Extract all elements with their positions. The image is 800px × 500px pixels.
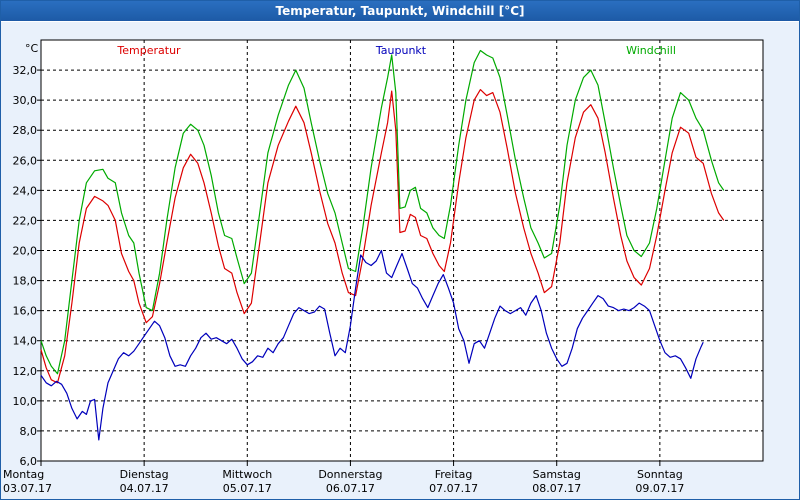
- y-tick-label: 30,0: [13, 94, 38, 107]
- x-tick-day: Samstag: [533, 468, 581, 481]
- x-tick-day: Donnerstag: [318, 468, 382, 481]
- legend-windchill: Windchill: [626, 44, 676, 57]
- chart-svg: 6,0 8,0 10,0 12,0 14,0 16,0 18,0 20,0 22,0 24,0 26…: [3, 39, 764, 495]
- x-tick-date: 08.07.17: [532, 482, 581, 495]
- y-tick-label: 26,0: [13, 154, 38, 167]
- window-title: Temperatur, Taupunkt, Windchill [°C]: [1, 1, 799, 21]
- legend-temperatur: Temperatur: [116, 44, 181, 57]
- series-line-windchill: [40, 49, 725, 375]
- chart-area: 6,0 8,0 10,0 12,0 14,0 16,0 18,0 20,0 22,0 24,0 26…: [1, 22, 799, 499]
- x-tick-date: 05.07.17: [223, 482, 272, 495]
- y-axis-unit: °C: [25, 42, 39, 55]
- y-tick-label: 14,0: [13, 335, 38, 348]
- x-tick-date: 09.07.17: [635, 482, 684, 495]
- y-tick-label: 20,0: [13, 245, 38, 258]
- y-tick-label: 24,0: [13, 184, 38, 197]
- y-tick-label: 8,0: [20, 425, 38, 438]
- legend-taupunkt: Taupunkt: [375, 44, 427, 57]
- x-tick-day: Montag: [3, 468, 44, 481]
- x-tick-day: Freitag: [435, 468, 473, 481]
- x-tick-date: 03.07.17: [3, 482, 52, 495]
- x-tick-day: Sonntag: [637, 468, 683, 481]
- y-tick-label: 22,0: [13, 214, 38, 227]
- y-tick-label: 18,0: [13, 275, 38, 288]
- y-tick-label: 32,0: [13, 64, 38, 77]
- y-tick-label: 16,0: [13, 305, 38, 318]
- series-line-taupunkt: [40, 249, 704, 441]
- y-tick-label: 12,0: [13, 365, 38, 378]
- x-tick-date: 07.07.17: [429, 482, 478, 495]
- plot-border: [40, 39, 764, 462]
- y-tick-label: 28,0: [13, 124, 38, 137]
- y-tick-label: 10,0: [13, 395, 38, 408]
- x-tick-day: Dienstag: [120, 468, 169, 481]
- x-tick-day: Mittwoch: [222, 468, 272, 481]
- x-tick-date: 06.07.17: [326, 482, 375, 495]
- y-tick-label: 6,0: [20, 455, 38, 468]
- series-line-temperatur: [40, 88, 725, 384]
- x-tick-date: 04.07.17: [120, 482, 169, 495]
